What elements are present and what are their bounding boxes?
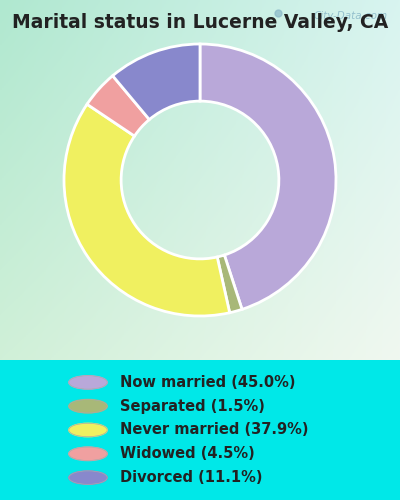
Text: Separated (1.5%): Separated (1.5%): [120, 398, 265, 413]
Text: Now married (45.0%): Now married (45.0%): [120, 375, 296, 390]
Text: Widowed (4.5%): Widowed (4.5%): [120, 446, 255, 462]
Wedge shape: [87, 76, 149, 136]
Text: Divorced (11.1%): Divorced (11.1%): [120, 470, 262, 485]
Wedge shape: [217, 255, 242, 312]
Circle shape: [69, 471, 107, 484]
Wedge shape: [113, 44, 200, 120]
Circle shape: [69, 424, 107, 436]
Circle shape: [69, 400, 107, 413]
Wedge shape: [64, 104, 230, 316]
Circle shape: [69, 376, 107, 389]
Wedge shape: [200, 44, 336, 310]
Circle shape: [69, 447, 107, 460]
Text: Marital status in Lucerne Valley, CA: Marital status in Lucerne Valley, CA: [12, 12, 388, 32]
Text: City-Data.com: City-Data.com: [314, 11, 388, 21]
Text: Never married (37.9%): Never married (37.9%): [120, 422, 308, 438]
